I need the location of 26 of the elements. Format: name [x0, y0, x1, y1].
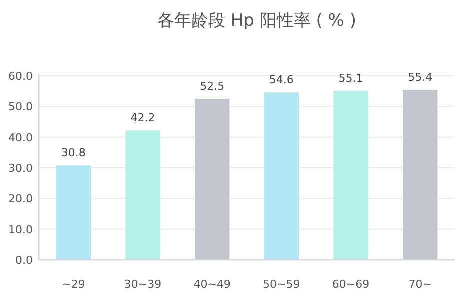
y-tick-label: 30.0: [8, 162, 33, 175]
data-label: 55.4: [408, 71, 433, 84]
data-label: 42.2: [130, 112, 156, 125]
bar: [403, 90, 438, 260]
bar: [195, 99, 230, 260]
data-label: 54.6: [269, 74, 294, 87]
y-tick-label: 60.0: [8, 70, 33, 83]
bar: [126, 130, 160, 260]
y-tick-label: 20.0: [8, 192, 33, 206]
data-label: 52.5: [200, 80, 225, 93]
x-tick-label: 70~: [408, 278, 432, 291]
x-tick-label: ~29: [62, 278, 86, 291]
x-tick-label: 40~49: [194, 278, 231, 291]
y-tick-label: 0.0: [16, 254, 33, 267]
bar: [264, 92, 299, 260]
y-tick-label: 10.0: [8, 223, 33, 236]
x-tick-label: 30~39: [124, 278, 162, 291]
y-tick-label: 50.0: [8, 100, 33, 114]
data-label: 55.1: [338, 72, 364, 86]
data-label: 30.8: [61, 146, 86, 160]
y-tick-label: 40.0: [8, 131, 33, 144]
x-tick-label: 50~59: [263, 278, 300, 291]
x-tick-label: 60~69: [332, 278, 370, 291]
chart-title: 各年龄段 Hp 阳性率 ( % ): [157, 11, 357, 31]
bar: [56, 166, 91, 260]
bar: [334, 91, 368, 260]
